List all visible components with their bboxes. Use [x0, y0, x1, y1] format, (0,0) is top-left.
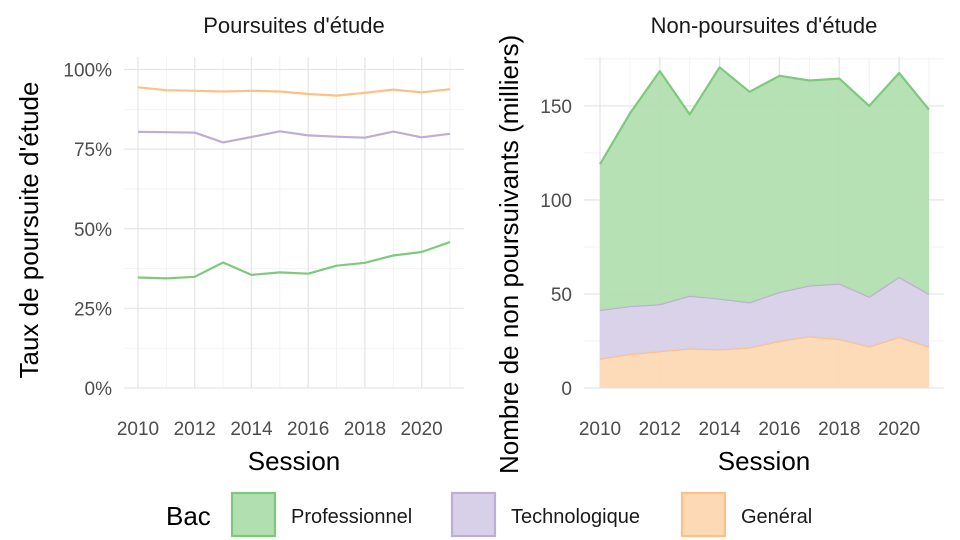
legend: Bac Professionnel Technologique Genéral — [166, 491, 812, 538]
panel-poursuites: 0% 25% 50% 75% 100% 2010 2012 2014 2016 2018 2020… — [14, 13, 464, 476]
legend-label-technologique: Technologique — [511, 506, 640, 528]
series-area-technologique — [600, 277, 929, 359]
panel-poursuites-x-tick-label: 2018 — [344, 419, 386, 440]
panel-poursuites-y-tick-label: 25% — [74, 299, 112, 320]
panel-poursuites-y-tick-label: 50% — [74, 220, 112, 241]
panel-poursuites-y-tick-label: 75% — [74, 140, 112, 161]
panel-non-poursuites-y-tick-label: 50 — [551, 285, 572, 306]
panel-poursuites-y-ticks: 0% 25% 50% 75% 100% — [63, 61, 112, 401]
legend-title: Bac — [166, 501, 211, 531]
legend-key-technologique — [450, 491, 497, 538]
legend-key-professionnel — [230, 491, 277, 538]
series-line-gen-ral — [137, 86, 451, 97]
panel-non-poursuites-x-tick-label: 2016 — [758, 419, 800, 440]
panel-non-poursuites-y-axis-label: Nombre de non poursuivants (milliers) — [494, 35, 524, 474]
legend-items: Professionnel Technologique Genéral — [230, 491, 812, 538]
series-line-technologique — [137, 130, 451, 144]
legend-label-professionnel: Professionnel — [291, 506, 412, 528]
panel-non-poursuites-series — [599, 66, 930, 388]
panel-poursuites-title: Poursuites d'étude — [203, 13, 385, 38]
panel-non-poursuites-x-tick-label: 2020 — [878, 419, 920, 440]
series-line-professionnel — [137, 241, 451, 280]
panel-poursuites-y-tick-label: 100% — [63, 61, 112, 82]
panel-poursuites-y-axis-label: Taux de poursuite d'étude — [14, 82, 44, 379]
panel-poursuites-x-tick-label: 2010 — [117, 419, 159, 440]
panel-poursuites-x-axis-label: Session — [248, 446, 341, 476]
panel-non-poursuites-x-ticks: 2010 2012 2014 2016 2018 2020 — [579, 419, 920, 440]
legend-key-gen-ral — [680, 491, 727, 538]
series-edge-professionnel — [599, 66, 930, 165]
panel-non-poursuites-x-tick-label: 2018 — [818, 419, 860, 440]
panel-non-poursuites: 0 50 100 150 2010 2012 2014 2016 2018 2020 Non-p… — [494, 13, 944, 476]
panel-poursuites-x-tick-label: 2014 — [230, 419, 273, 440]
panel-non-poursuites-y-tick-label: 0 — [561, 379, 572, 400]
panel-non-poursuites-title: Non-poursuites d'étude — [651, 13, 878, 38]
panel-non-poursuites-x-tick-label: 2014 — [698, 419, 741, 440]
panel-poursuites-series — [137, 86, 451, 280]
panel-poursuites-x-tick-label: 2020 — [400, 419, 442, 440]
panel-poursuites-y-tick-label: 0% — [85, 379, 113, 400]
legend-label-gen-ral: Genéral — [741, 506, 812, 528]
panel-poursuites-x-tick-label: 2012 — [174, 419, 216, 440]
panel-non-poursuites-x-axis-label: Session — [718, 446, 811, 476]
panel-poursuites-grid — [124, 57, 464, 389]
series-area-professionnel — [600, 67, 929, 310]
panel-poursuites-x-ticks: 2010 2012 2014 2016 2018 2020 — [117, 419, 443, 440]
panel-non-poursuites-y-tick-label: 150 — [540, 97, 572, 118]
panel-non-poursuites-x-tick-label: 2012 — [639, 419, 681, 440]
panel-poursuites-x-tick-label: 2016 — [287, 419, 329, 440]
panel-non-poursuites-x-tick-label: 2010 — [579, 419, 621, 440]
panel-non-poursuites-y-tick-label: 100 — [540, 191, 572, 212]
panel-non-poursuites-y-ticks: 0 50 100 150 — [540, 97, 572, 400]
